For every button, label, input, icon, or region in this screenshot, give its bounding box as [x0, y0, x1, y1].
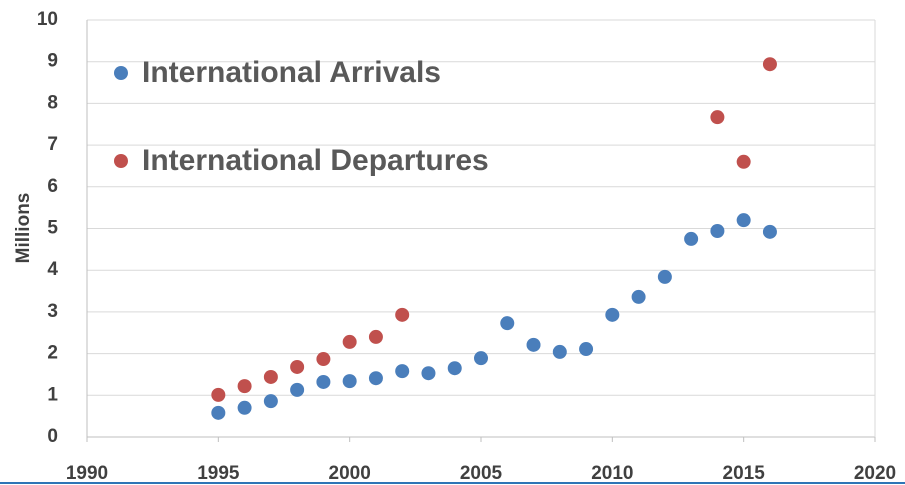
point	[605, 307, 620, 322]
y-tick-label: 8	[47, 92, 58, 113]
point	[684, 231, 699, 246]
y-axis-label: Millions	[13, 193, 34, 264]
y-tick-label: 10	[37, 9, 58, 30]
x-tick-label: 2000	[329, 463, 371, 484]
legend-label: International Departures	[142, 144, 489, 177]
point	[579, 342, 594, 357]
point	[342, 334, 357, 349]
y-tick-label: 0	[47, 426, 58, 447]
point	[290, 382, 305, 397]
point	[395, 364, 410, 379]
y-tick-label: 5	[47, 218, 58, 239]
point	[500, 316, 515, 331]
y-tick-label: 4	[47, 259, 58, 280]
x-tick-label: 2020	[854, 463, 896, 484]
point	[368, 371, 383, 386]
point	[710, 110, 725, 125]
x-tick-label: 2015	[723, 463, 766, 484]
x-tick-label: 2005	[460, 463, 503, 484]
point	[762, 224, 777, 239]
point	[710, 224, 725, 239]
point	[631, 289, 646, 304]
y-tick-label: 2	[47, 343, 58, 364]
point	[474, 351, 488, 366]
point	[552, 344, 567, 359]
point	[395, 307, 410, 322]
point	[447, 361, 462, 376]
point	[368, 329, 383, 344]
point	[290, 359, 305, 374]
point	[211, 405, 226, 420]
point	[762, 57, 777, 72]
legend-label: International Arrivals	[142, 56, 441, 89]
legend-marker	[114, 66, 128, 80]
point	[237, 379, 252, 394]
point	[421, 366, 436, 381]
x-tick-label: 2010	[591, 463, 633, 484]
y-tick-label: 9	[47, 51, 58, 72]
x-tick-label: 1990	[66, 463, 108, 484]
point	[263, 369, 278, 384]
point	[526, 337, 541, 352]
point	[736, 213, 751, 228]
point	[237, 400, 252, 415]
point	[316, 374, 331, 389]
point	[736, 154, 751, 169]
point	[263, 394, 278, 409]
y-tick-label: 6	[47, 176, 58, 197]
y-tick-label: 3	[47, 301, 58, 322]
point	[316, 352, 331, 367]
y-tick-label: 1	[47, 384, 58, 405]
x-tick-label: 1995	[197, 463, 240, 484]
point	[657, 269, 672, 284]
legend-marker	[114, 154, 128, 168]
y-tick-label: 7	[47, 134, 58, 155]
point	[342, 374, 357, 389]
point	[211, 387, 226, 402]
